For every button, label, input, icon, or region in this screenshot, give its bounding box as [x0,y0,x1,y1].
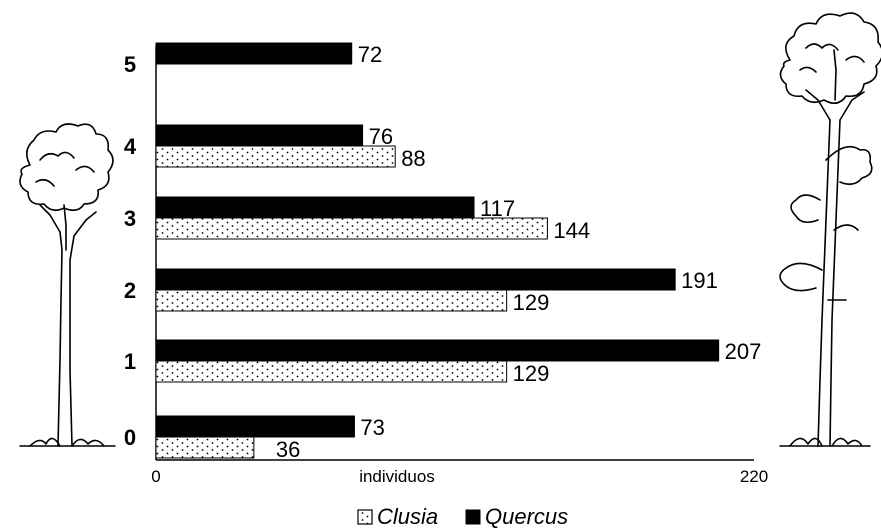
legend-swatch-clusia [357,509,373,525]
data-label-quercus: 191 [681,268,718,293]
x-tick-label: 0 [151,467,160,486]
data-label-clusia: 129 [513,361,550,386]
category-label: 4 [124,134,137,159]
data-label-clusia: 144 [553,218,590,243]
x-tick-label: 220 [740,467,768,486]
legend-label-quercus: Quercus [485,504,568,529]
bar-quercus [155,415,355,438]
legend-swatch-quercus [465,509,481,525]
left-tree-illustration [19,123,116,447]
bar-quercus [155,196,475,219]
bar-clusia [155,436,255,459]
x-axis-label: individuos [359,467,435,486]
bar-clusia [155,145,396,168]
category-label: 3 [124,206,136,231]
bar-quercus [155,268,676,291]
category-label: 0 [124,425,136,450]
category-label: 2 [124,278,136,303]
data-label-clusia: 129 [513,290,550,315]
data-label-quercus: 207 [725,339,762,364]
category-label: 1 [124,349,136,374]
data-label-clusia: 36 [276,437,300,462]
plot-area: 0 220 individuos 0 73 36 1 207 129 2 191 129 3 117 144… [124,42,768,486]
category-label: 5 [124,52,136,77]
bar-quercus [155,124,364,147]
bar-quercus [155,339,720,362]
bar-quercus [155,42,353,65]
legend: Clusia Quercus [357,504,568,529]
right-tree-illustration [779,12,881,447]
data-label-quercus: 72 [358,42,382,67]
data-label-quercus: 76 [369,124,393,149]
bar-clusia [155,289,508,312]
bar-clusia [155,217,548,240]
bar-clusia [155,360,508,383]
legend-label-clusia: Clusia [377,504,438,529]
data-label-clusia: 88 [401,146,425,171]
data-label-quercus: 117 [480,196,515,221]
data-label-quercus: 73 [360,415,384,440]
